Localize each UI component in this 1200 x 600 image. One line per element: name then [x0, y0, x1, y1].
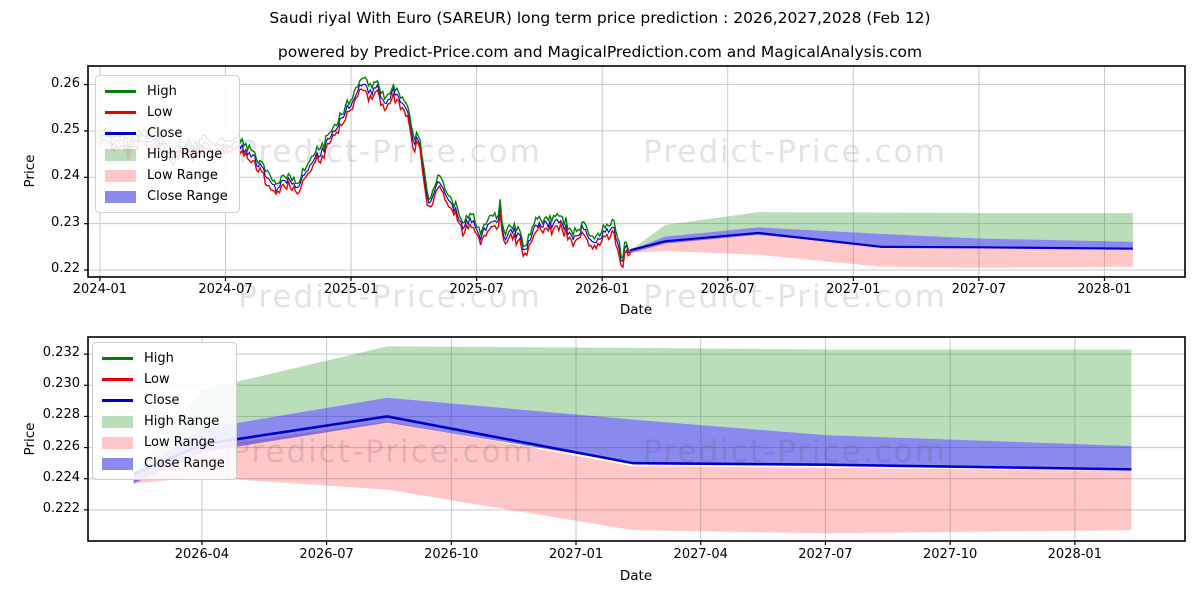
legend-entry-low: Low	[105, 102, 228, 123]
low-range-band	[133, 421, 1132, 534]
plot-border	[87, 65, 1186, 278]
legend-entry-close: Close	[105, 123, 228, 144]
plot-border	[87, 336, 1186, 542]
legend-entry-label: Close	[147, 126, 183, 141]
legend-line-swatch	[105, 90, 136, 93]
close-range-band	[133, 397, 1132, 484]
legend-entry-label: High Range	[144, 414, 220, 429]
legend-patch-swatch	[102, 436, 133, 449]
legend-line-swatch	[105, 132, 136, 135]
legend-patch-swatch	[105, 169, 136, 182]
top-chart-y-axis-label: Price	[22, 154, 38, 188]
bottom-chart-x-axis-label: Date	[619, 568, 653, 584]
legend-line-swatch	[102, 378, 133, 381]
legend-entry-label: Close Range	[144, 456, 225, 471]
legend-patch-swatch	[102, 415, 133, 428]
legend-patch-swatch	[105, 190, 136, 203]
plot-data-chart0	[99, 76, 1133, 269]
figure-title: Saudi riyal With Euro (SAREUR) long term…	[269, 9, 931, 27]
legend-entry-label: Close	[144, 393, 180, 408]
figure-subtitle: powered by Predict-Price.com and Magical…	[277, 43, 923, 61]
legend-entry-label: Low Range	[147, 168, 218, 183]
legend-line-swatch	[102, 357, 133, 360]
top-chart-x-axis-label: Date	[619, 302, 653, 318]
legend-entry-low: Low	[102, 369, 225, 390]
legend-entry-label: Low Range	[144, 435, 215, 450]
legend-entry-label: Close Range	[147, 189, 228, 204]
high-range-band	[630, 212, 1133, 251]
legend-entry-close: Close	[102, 390, 225, 411]
legend-entry-label: Low	[147, 105, 173, 120]
legend-entry-label: High	[147, 84, 177, 99]
bottom-chart-legend: High Low Close High Range Low Range Close Ran…	[92, 342, 237, 480]
low-range-band	[630, 234, 1133, 268]
legend-line-swatch	[105, 111, 136, 114]
legend-patch-swatch	[102, 457, 133, 470]
legend-entry-label: Low	[144, 372, 170, 387]
legend-entry-low-range: Low Range	[102, 432, 225, 453]
close-forecast-line	[630, 231, 1133, 252]
legend-entry-high: High	[102, 348, 225, 369]
plot-data-chart1	[133, 346, 1132, 534]
bottom-chart-y-axis-label: Price	[22, 422, 38, 456]
high-range-band	[133, 346, 1132, 475]
legend-entry-low-range: Low Range	[105, 165, 228, 186]
legend-entry-close-range: Close Range	[105, 186, 228, 207]
legend-entry-high: High	[105, 81, 228, 102]
legend-patch-swatch	[105, 148, 136, 161]
legend-entry-label: High Range	[147, 147, 223, 162]
legend-entry-high-range: High Range	[105, 144, 228, 165]
legend-entry-label: High	[144, 351, 174, 366]
top-chart-legend: High Low Close High Range Low Range Close Ran…	[95, 75, 240, 213]
legend-line-swatch	[102, 399, 133, 402]
gridlines-chart0	[84, 66, 1185, 281]
legend-entry-high-range: High Range	[102, 411, 225, 432]
legend-entry-close-range: Close Range	[102, 453, 225, 474]
